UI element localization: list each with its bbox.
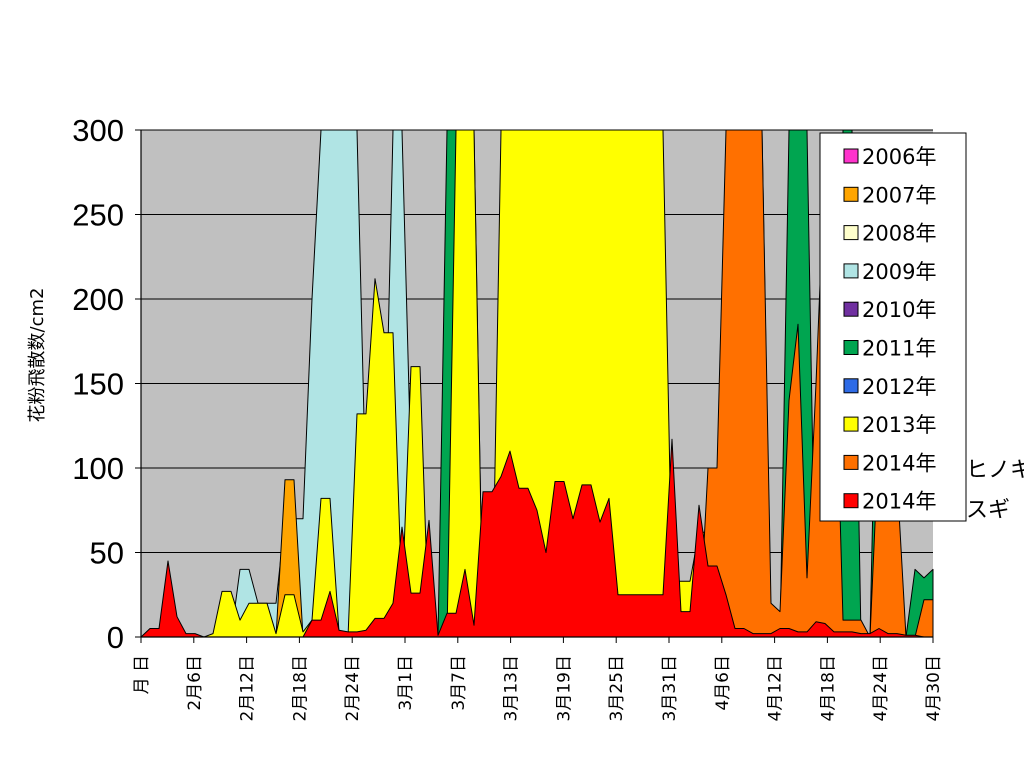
legend-label: 2012年: [862, 375, 936, 399]
legend-label: 2010年: [862, 298, 936, 322]
y-tick-label: 250: [72, 198, 124, 233]
legend-swatch: [843, 493, 859, 509]
y-tick-label: 100: [72, 451, 124, 486]
y-tick-label: 50: [90, 536, 124, 571]
legend-label: 2013年: [862, 413, 936, 437]
legend-swatch: [843, 340, 859, 355]
x-tick-label: 2月6日: [185, 655, 205, 711]
legend-swatch: [843, 263, 859, 279]
y-axis-label: 花粉飛散数/cm2: [27, 288, 48, 423]
legend-label: 2014年: [862, 490, 936, 514]
legend-swatch: [843, 301, 859, 317]
x-tick-label: 4月12日: [766, 655, 786, 721]
legend-label: 2011年: [862, 337, 936, 361]
x-tick-label: 2月18日: [290, 655, 310, 721]
side-label-hinoki: ヒノキ: [966, 458, 1024, 483]
legend-swatch: [843, 148, 859, 164]
x-tick-label: 4月30日: [924, 655, 944, 721]
x-tick-label: 3月19日: [554, 655, 574, 721]
legend-label: 2007年: [862, 183, 936, 207]
legend-swatch: [843, 186, 859, 202]
legend-label: 2014年: [862, 451, 936, 475]
axes: [135, 129, 934, 643]
legend-label: 2006年: [862, 145, 936, 169]
y-tick-label: 200: [72, 282, 124, 317]
legend-swatch: [843, 225, 859, 241]
x-tick-label: 3月13日: [502, 655, 522, 721]
x-tick-label: 2月24日: [343, 655, 363, 721]
legend: 2006年 2007年 2008年 2009年 2010年 2011年 2012年 2013年…: [819, 132, 967, 522]
x-tick-label: 4月24日: [871, 655, 891, 721]
legend-swatch: [843, 378, 859, 394]
y-tick-label: 0: [107, 620, 124, 655]
legend-label: 2009年: [862, 260, 936, 284]
x-tick-label: 4月18日: [818, 655, 838, 721]
x-tick-label: 月 日: [132, 655, 152, 694]
legend-label: 2008年: [862, 222, 936, 246]
y-tick-label: 150: [72, 367, 124, 402]
side-label-sugi: スギ: [966, 498, 1010, 523]
x-tick-label: 3月1日: [396, 655, 416, 711]
y-tick-labels: 0 50 100 150 200 250 300: [72, 113, 124, 655]
y-tick-label: 300: [72, 113, 124, 148]
x-tick-label: 3月7日: [449, 655, 469, 711]
legend-swatch: [843, 454, 859, 470]
x-tick-label: 2月12日: [238, 655, 258, 721]
x-tick-label: 3月25日: [607, 655, 627, 721]
x-tick-label: 3月31日: [660, 655, 680, 721]
x-tick-label: 4月6日: [713, 655, 733, 711]
legend-swatch: [843, 416, 859, 432]
x-tick-labels: 月 日 2月6日 2月12日 2月18日 2月24日 3月1日 3月7日 3月13日 3月19日…: [132, 655, 944, 721]
